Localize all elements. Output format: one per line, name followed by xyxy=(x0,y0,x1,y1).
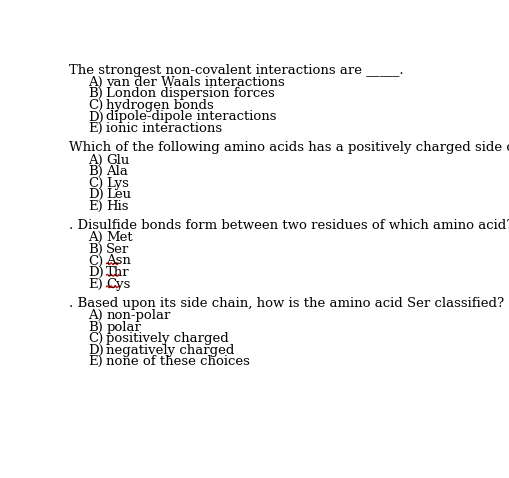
Text: D): D) xyxy=(89,344,104,357)
Text: Met: Met xyxy=(106,231,133,244)
Text: The strongest non-covalent interactions are _____.: The strongest non-covalent interactions … xyxy=(69,64,403,76)
Text: C): C) xyxy=(89,177,104,190)
Text: Leu: Leu xyxy=(106,188,131,201)
Text: Ala: Ala xyxy=(106,165,128,178)
Text: positively charged: positively charged xyxy=(106,332,229,345)
Text: Thr: Thr xyxy=(106,266,130,279)
Text: D): D) xyxy=(89,110,104,123)
Text: Lys: Lys xyxy=(106,177,129,190)
Text: His: His xyxy=(106,200,129,213)
Text: none of these choices: none of these choices xyxy=(106,355,250,369)
Text: van der Waals interactions: van der Waals interactions xyxy=(106,76,285,89)
Text: E): E) xyxy=(89,200,103,213)
Text: . Based upon its side chain, how is the amino acid Ser classified?: . Based upon its side chain, how is the … xyxy=(69,297,503,310)
Text: D): D) xyxy=(89,188,104,201)
Text: A): A) xyxy=(89,76,103,89)
Text: E): E) xyxy=(89,122,103,135)
Text: B): B) xyxy=(89,243,103,256)
Text: ionic interactions: ionic interactions xyxy=(106,122,222,135)
Text: dipole-dipole interactions: dipole-dipole interactions xyxy=(106,110,276,123)
Text: C): C) xyxy=(89,254,104,268)
Text: D): D) xyxy=(89,266,104,279)
Text: hydrogen bonds: hydrogen bonds xyxy=(106,99,214,112)
Text: polar: polar xyxy=(106,321,141,334)
Text: C): C) xyxy=(89,99,104,112)
Text: . Disulfide bonds form between two residues of which amino acid?: . Disulfide bonds form between two resid… xyxy=(69,219,509,232)
Text: Asn: Asn xyxy=(106,254,131,268)
Text: A): A) xyxy=(89,231,103,244)
Text: A): A) xyxy=(89,309,103,322)
Text: C): C) xyxy=(89,332,104,345)
Text: Which of the following amino acids has a positively charged side chain?: Which of the following amino acids has a… xyxy=(69,141,509,154)
Text: B): B) xyxy=(89,87,103,100)
Text: London dispersion forces: London dispersion forces xyxy=(106,87,274,100)
Text: E): E) xyxy=(89,278,103,291)
Text: A): A) xyxy=(89,153,103,167)
Text: negatively charged: negatively charged xyxy=(106,344,234,357)
Text: B): B) xyxy=(89,165,103,178)
Text: non-polar: non-polar xyxy=(106,309,171,322)
Text: Glu: Glu xyxy=(106,153,129,167)
Text: Cys: Cys xyxy=(106,278,130,291)
Text: E): E) xyxy=(89,355,103,369)
Text: Ser: Ser xyxy=(106,243,129,256)
Text: B): B) xyxy=(89,321,103,334)
